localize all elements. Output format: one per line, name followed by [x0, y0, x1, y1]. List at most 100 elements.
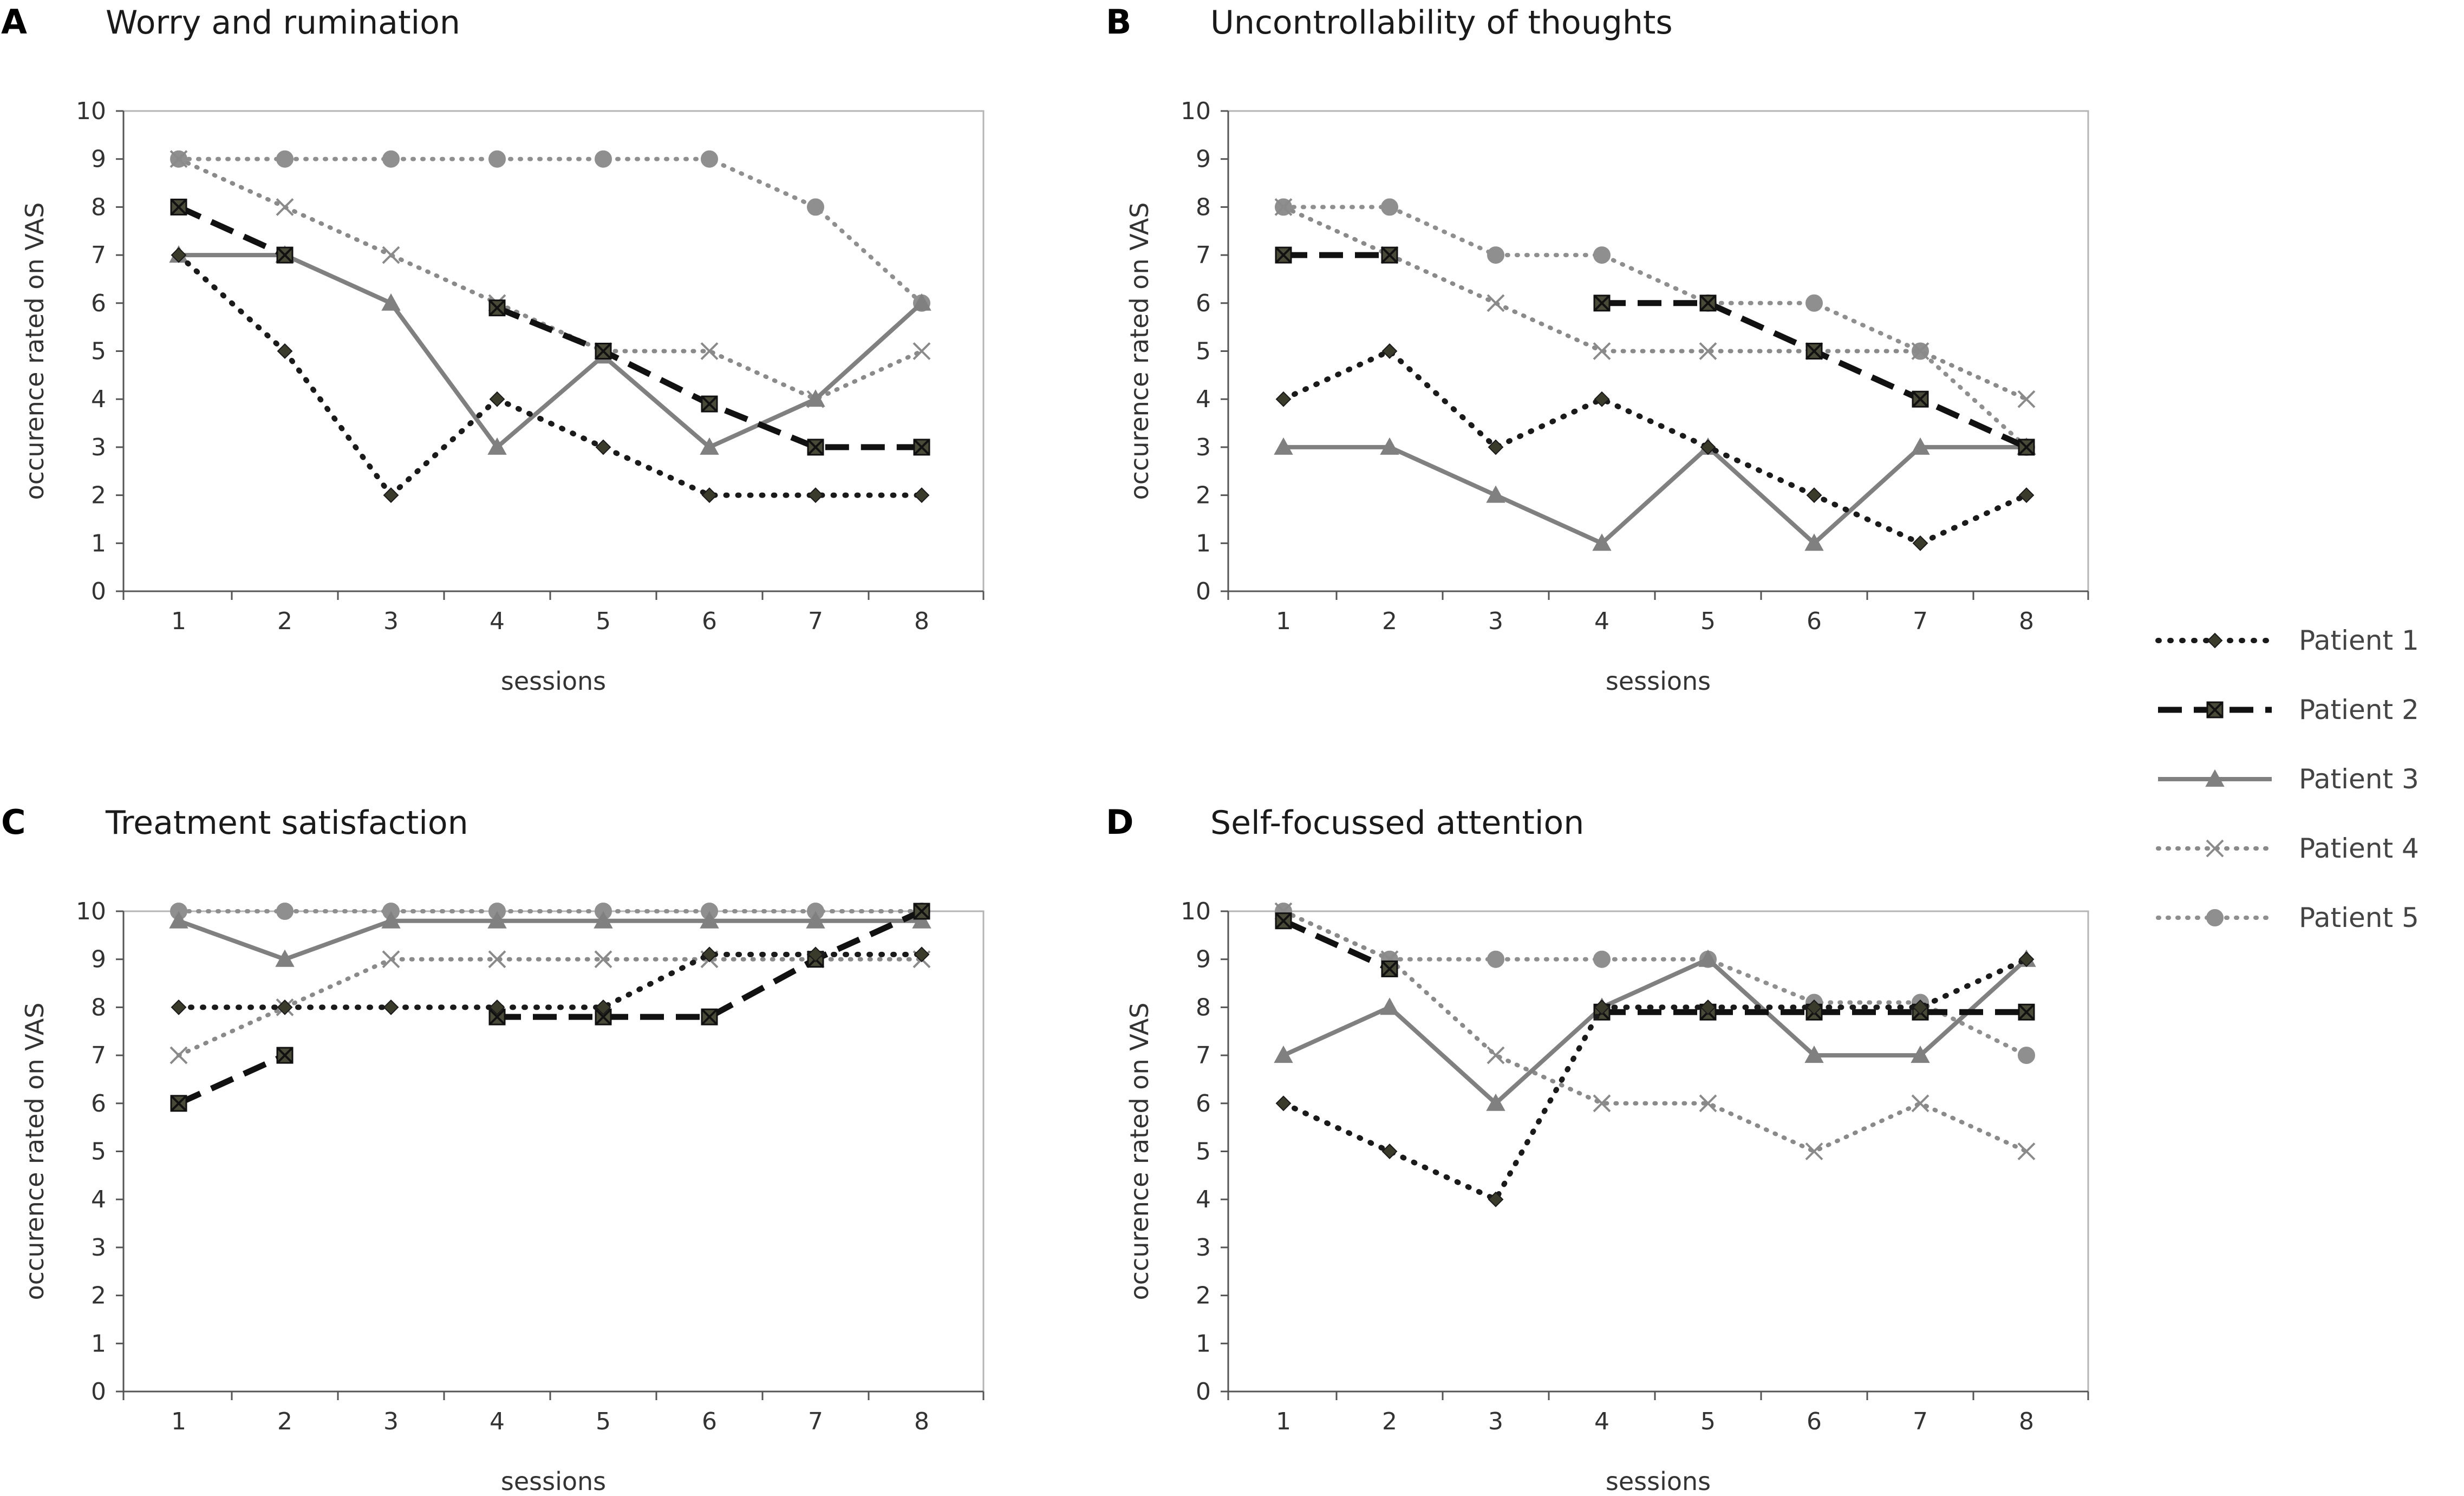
x-tick-label: 4 — [1594, 607, 1609, 635]
data-point — [1274, 198, 1293, 216]
data-point — [1804, 1046, 1824, 1063]
data-point — [1806, 487, 1822, 504]
data-point — [383, 487, 399, 504]
x-tick-label: 8 — [914, 607, 929, 635]
y-tick-label: 3 — [1196, 1234, 1211, 1262]
legend-marker — [2205, 769, 2225, 787]
x-tick-label: 7 — [1913, 607, 1928, 635]
marker-x — [913, 439, 930, 456]
y-tick-label: 6 — [1196, 290, 1211, 317]
legend-item-patient-5: Patient 5 — [2156, 902, 2419, 933]
legend-marker — [2206, 909, 2224, 926]
y-tick-label: 3 — [91, 1234, 106, 1262]
data-point — [382, 950, 400, 969]
marker-x — [595, 1008, 612, 1025]
series-line — [177, 156, 924, 402]
marker-x — [1912, 390, 1929, 408]
data-point — [1593, 950, 1611, 968]
series-line — [177, 156, 924, 305]
legend-item-patient-3: Patient 3 — [2158, 763, 2419, 795]
data-point — [807, 487, 824, 504]
y-tick-label: 2 — [91, 482, 106, 509]
plot-frame — [1227, 110, 2089, 592]
data-point — [1911, 437, 1930, 455]
x-tick-label: 1 — [171, 607, 186, 635]
data-point — [487, 437, 507, 455]
data-point — [2017, 390, 2036, 408]
y-tick-label: 8 — [91, 994, 106, 1021]
marker-x — [170, 1095, 187, 1112]
y-tick-label: 3 — [91, 434, 106, 461]
y-tick-label: 9 — [1196, 146, 1211, 173]
y-tick-label: 4 — [1196, 386, 1211, 413]
data-point — [595, 343, 612, 360]
x-tick-label: 5 — [1700, 607, 1716, 635]
series-line — [179, 253, 923, 449]
data-point — [1804, 533, 1824, 551]
y-tick-label: 10 — [76, 898, 106, 925]
legend-label: Patient 3 — [2299, 763, 2419, 795]
series-line — [1281, 348, 2029, 546]
data-point — [595, 439, 611, 455]
x-tick-label: 6 — [702, 1408, 717, 1435]
x-tick-label: 4 — [490, 607, 505, 635]
data-point — [169, 911, 188, 929]
y-tick-label: 9 — [91, 146, 106, 173]
data-point — [913, 903, 930, 920]
data-point — [1700, 999, 1716, 1015]
marker-x — [595, 343, 612, 360]
marker-x — [2206, 701, 2224, 718]
y-tick-label: 2 — [91, 1282, 106, 1310]
y-tick-label: 1 — [1196, 530, 1211, 557]
data-point — [1912, 999, 1928, 1015]
data-point — [487, 911, 507, 929]
y-tick-label: 8 — [91, 193, 106, 221]
x-tick-label: 5 — [1700, 1408, 1716, 1435]
chart-title: Treatment satisfaction — [105, 804, 468, 842]
x-tick-label: 4 — [1594, 1408, 1609, 1435]
data-point — [277, 343, 293, 359]
data-point — [1488, 1191, 1504, 1207]
x-axis-title: sessions — [501, 667, 606, 696]
y-tick-label: 9 — [1196, 946, 1211, 974]
marker-x — [701, 395, 718, 413]
data-point — [1275, 1095, 1292, 1112]
data-point — [2018, 439, 2035, 456]
data-point — [912, 342, 931, 360]
marker-x — [488, 1008, 506, 1025]
data-point — [1381, 1144, 1398, 1159]
data-point — [170, 1095, 187, 1112]
y-tick-label: 7 — [1196, 241, 1211, 269]
marker-x — [1805, 343, 1823, 360]
data-point — [700, 437, 719, 455]
y-tick-label: 5 — [91, 338, 106, 365]
series-patient-3 — [169, 911, 931, 967]
series-patient-2 — [1275, 246, 2035, 456]
data-point — [489, 999, 505, 1015]
data-point — [1594, 391, 1610, 407]
series-patient-1 — [171, 247, 930, 504]
data-point — [1275, 391, 1292, 407]
y-tick-label: 1 — [1196, 1330, 1211, 1357]
y-tick-label: 0 — [1196, 578, 1211, 605]
data-point — [701, 487, 718, 504]
legend-marker — [2206, 839, 2224, 858]
data-point — [1699, 295, 1717, 312]
data-point — [806, 389, 825, 407]
data-point — [1274, 1046, 1293, 1063]
data-point — [2017, 1142, 2036, 1160]
series-line — [177, 1053, 286, 1106]
panel-letter: B — [1106, 2, 1131, 42]
data-point — [275, 949, 295, 967]
x-tick-label: 3 — [383, 607, 399, 635]
y-tick-label: 4 — [1196, 1186, 1211, 1213]
data-point — [1381, 198, 1398, 216]
x-tick-label: 2 — [1382, 607, 1397, 635]
series-line — [1281, 205, 2029, 449]
x-tick-label: 8 — [2019, 1408, 2034, 1435]
data-point — [1593, 295, 1611, 312]
series-patient-2 — [170, 198, 930, 456]
x-tick-label: 6 — [702, 607, 717, 635]
x-tick-label: 3 — [1488, 607, 1503, 635]
